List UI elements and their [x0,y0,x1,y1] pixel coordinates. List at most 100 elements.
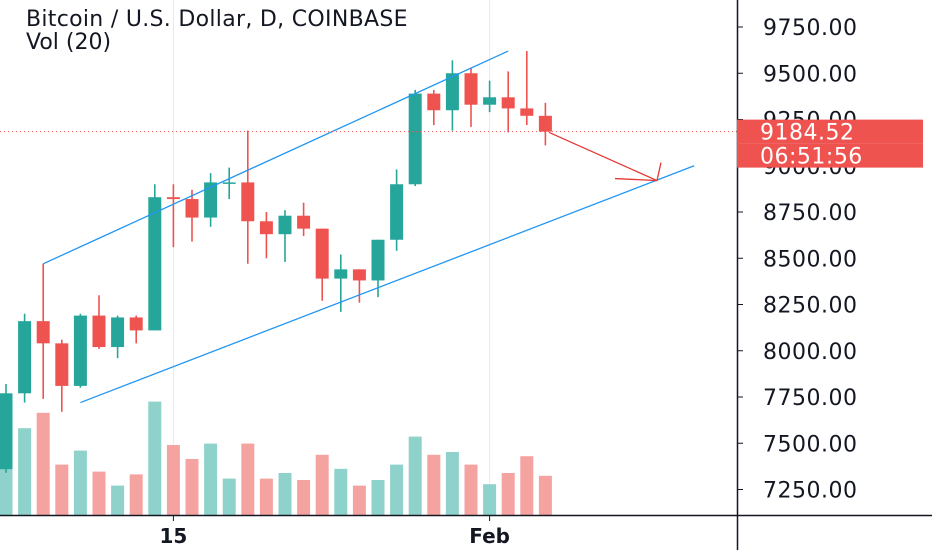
candle-body [297,215,311,229]
volume-bar [315,454,329,515]
candle [36,263,50,399]
candle [390,169,404,251]
candle [501,71,515,133]
forecast-arrow-line [548,131,658,182]
volume-bar [259,478,273,515]
x-tick-label: 15 [159,524,187,548]
y-tick-label: 7500.00 [763,432,857,457]
candle [297,202,311,237]
candle-body [278,215,292,235]
y-tick-label: 9500.00 [763,62,857,87]
candle-body [204,182,218,218]
candle-body [222,182,236,184]
candle [371,239,385,298]
volume-bar [297,480,311,515]
last-price-label: 9184.52 [760,121,854,146]
chart-title: Bitcoin / U.S. Dollar, D, COINBASE [26,7,408,32]
channel-lower-line [80,165,695,404]
candle [18,313,32,403]
candle [92,295,106,349]
volume-bar [371,480,385,515]
candle [259,212,273,259]
volume-bar [148,401,162,515]
volume-bar [538,475,552,515]
y-tick-label: 8250.00 [763,294,857,319]
volume-bar [278,473,292,515]
volume-bar [520,456,534,515]
last-price-badge [737,119,923,144]
volume-bar [0,467,13,515]
y-tick-label: 7250.00 [763,479,857,504]
candle [204,173,218,227]
candle-body [241,182,255,222]
candle [520,51,534,126]
candle [278,210,292,262]
volume-indicator-label[interactable]: Vol (20) [26,30,112,55]
volume-bar [204,443,218,515]
countdown-badge [737,143,923,168]
candle-body [0,393,13,470]
y-tick-label: 9750.00 [763,16,857,41]
candle-body [520,108,534,116]
volume-bar [445,452,459,515]
volume-bar [427,454,441,515]
volume-bar [111,485,125,515]
candle-body [55,343,69,386]
candle [464,67,478,127]
candle [0,384,13,473]
candles[interactable] [0,51,552,473]
candle-body [427,93,441,111]
volume-bar [241,443,255,515]
candle [129,315,143,344]
volume-bar [501,473,515,515]
candle-body [73,315,87,386]
volume-bar [92,471,106,515]
candle [241,130,255,264]
y-tick-label: 8500.00 [763,247,857,272]
candle-body [185,199,199,218]
candle [445,60,459,131]
volume-bar [55,464,69,515]
drawing-overlays[interactable] [0,50,737,404]
candle-body [166,197,180,200]
y-tick-label: 7750.00 [763,386,857,411]
channel-upper-line [42,50,509,265]
candle [483,80,497,113]
candle-body [390,184,404,240]
y-tick-label: 8750.00 [763,201,857,226]
volume-bar [483,484,497,515]
candle-body [129,317,143,331]
candle [73,313,87,388]
candle [185,189,199,242]
candle-body [36,321,50,344]
volume-bar [408,436,422,515]
volume-bar [18,428,32,515]
volume-bar [185,459,199,515]
candle [166,184,180,248]
candle [538,102,552,146]
candle [111,315,125,359]
candle [55,339,69,412]
candle-body [259,221,273,235]
candle-body [371,239,385,281]
volume-bar [390,464,404,515]
candle-body [445,73,459,111]
candle-body [538,115,552,132]
volume-bar [222,478,236,515]
y-tick-label: 8000.00 [763,340,857,365]
candle-body [483,97,497,105]
candle-body [501,97,515,109]
countdown-label: 06:51:56 [760,145,863,170]
candle [427,89,441,126]
candle-body [315,228,329,279]
candle [148,184,162,331]
candle [315,228,329,301]
x-tick-label: Feb [469,524,510,548]
candle-body [352,269,366,281]
volume-bar [352,485,366,515]
volume-bars [0,401,552,515]
candle-body [464,73,478,105]
candle-body [111,317,125,348]
